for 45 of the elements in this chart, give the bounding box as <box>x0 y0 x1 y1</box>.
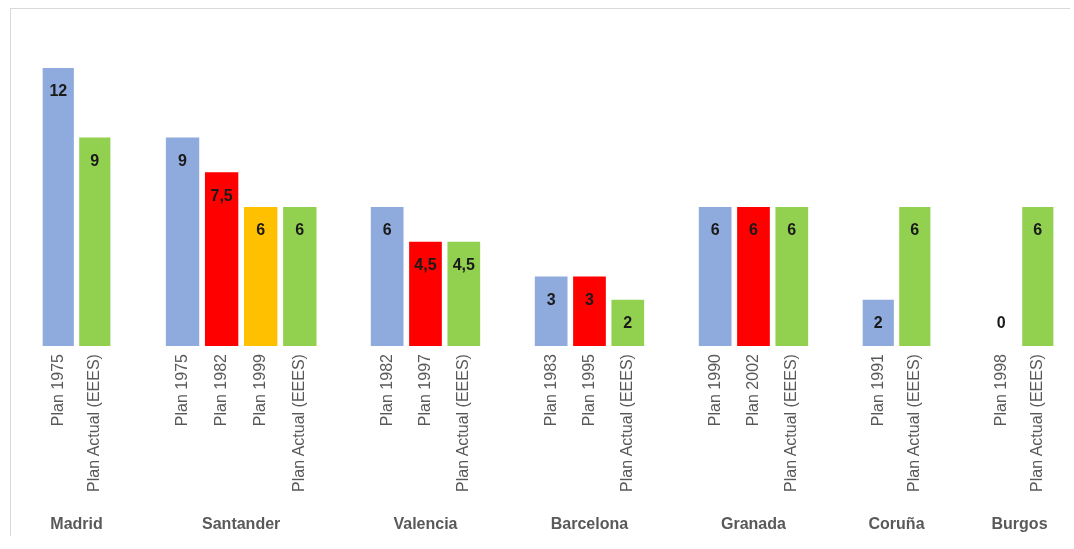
x-axis-title: Granada <box>721 514 787 532</box>
x-tick-label: Plan 1975 <box>172 353 190 427</box>
x-tick-label: Plan Actual (EEES) <box>905 354 923 492</box>
x-tick-label: Plan Actual (EEES) <box>782 354 800 492</box>
data-label: 9 <box>90 151 100 169</box>
data-label: 6 <box>1033 221 1043 239</box>
data-label: 3 <box>585 290 595 308</box>
x-tick-label: Plan 1983 <box>541 353 559 427</box>
x-tick-label: Plan Actual (EEES) <box>454 354 472 492</box>
data-label: 0 <box>996 314 1006 332</box>
x-tick-label: Plan 1982 <box>377 353 395 427</box>
x-tick-label: Plan Actual (EEES) <box>290 354 308 492</box>
x-tick-label: Plan Actual (EEES) <box>618 354 636 492</box>
data-label: 6 <box>382 221 392 239</box>
x-tick-label: Plan 1990 <box>705 353 723 427</box>
data-label: 4,5 <box>452 256 476 274</box>
x-axis-title: Burgos <box>991 514 1048 532</box>
x-axis-title: Madrid <box>50 514 103 532</box>
data-label: 9 <box>178 151 188 169</box>
data-label: 6 <box>910 221 920 239</box>
data-label: 6 <box>749 221 759 239</box>
x-tick-label: Plan 1997 <box>415 353 433 427</box>
data-label: 2 <box>623 314 633 332</box>
data-label: 6 <box>295 221 305 239</box>
x-axis-title: Coruña <box>868 514 925 532</box>
x-tick-label: Plan 1982 <box>212 353 230 427</box>
x-tick-label: Plan 1975 <box>48 353 66 427</box>
x-axis-title: Barcelona <box>550 514 629 532</box>
data-label: 12 <box>49 82 68 100</box>
x-tick-label: Plan Actual (EEES) <box>85 354 103 492</box>
x-tick-label: Plan 1998 <box>991 353 1009 427</box>
x-tick-label: Plan 1991 <box>868 353 886 427</box>
x-tick-label: Plan 1999 <box>251 353 269 427</box>
data-label: 7,5 <box>210 186 233 204</box>
x-tick-label: Plan Actual (EEES) <box>1028 354 1046 492</box>
data-label: 6 <box>256 221 266 239</box>
data-label: 6 <box>710 221 720 239</box>
data-label: 3 <box>546 290 556 308</box>
x-tick-label: Plan 2002 <box>743 353 761 427</box>
data-label: 4,5 <box>414 256 437 274</box>
x-axis-title: Valencia <box>393 514 458 532</box>
x-tick-label: Plan 1995 <box>579 353 597 427</box>
data-label: 6 <box>787 221 797 239</box>
x-axis-title: Santander <box>202 514 281 532</box>
data-label: 2 <box>873 314 883 332</box>
